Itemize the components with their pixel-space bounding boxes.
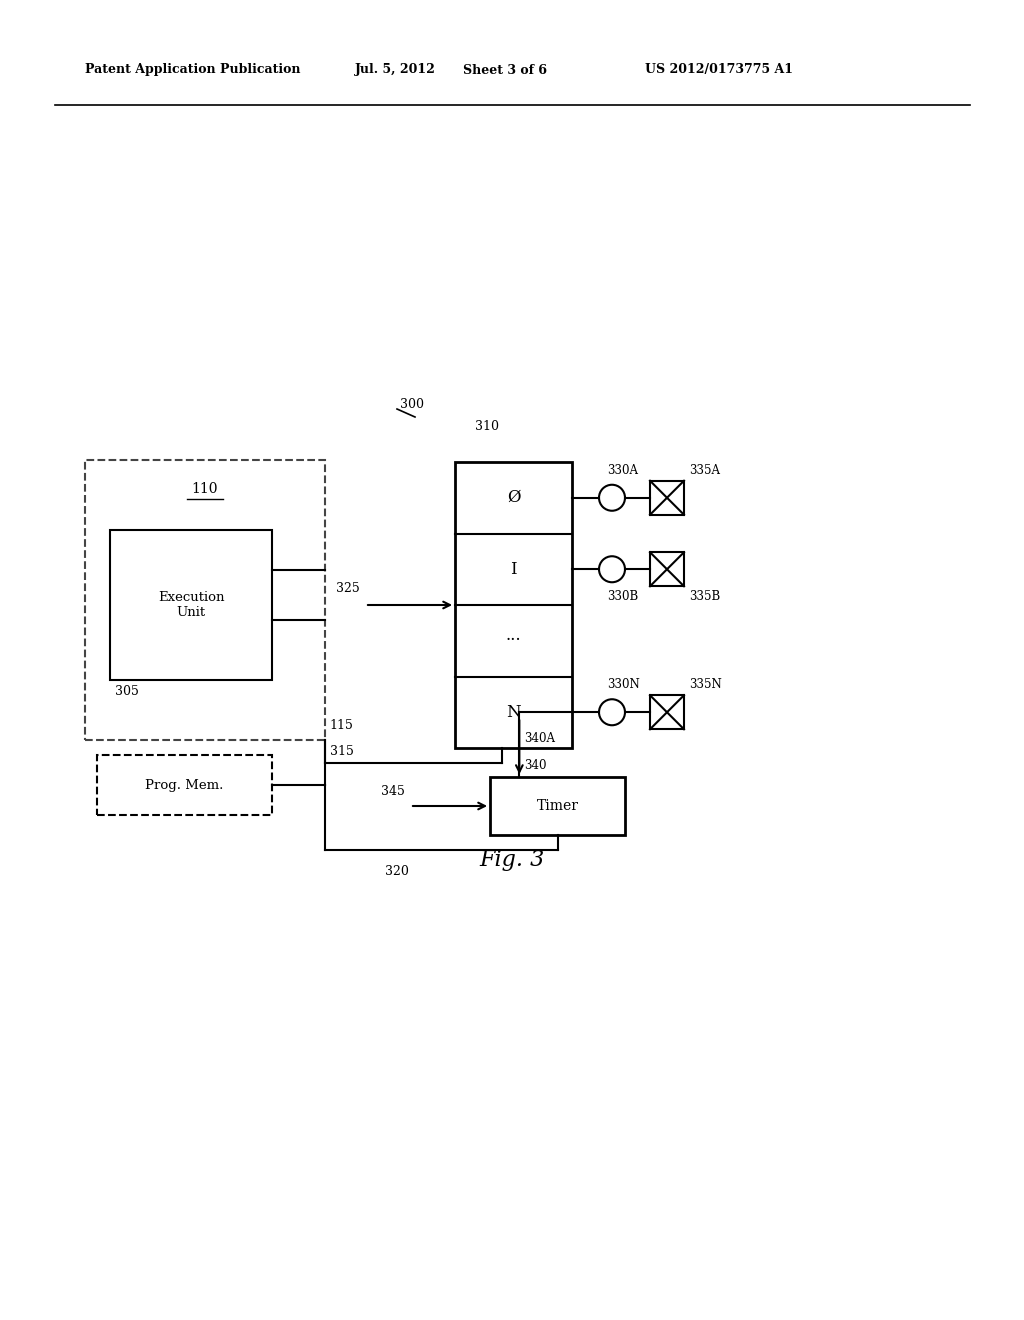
Text: 335B: 335B [689,590,720,603]
Text: 330N: 330N [607,678,640,692]
Bar [110,531,272,680]
Bar [650,696,684,729]
Text: Patent Application Publication: Patent Application Publication [85,63,300,77]
Bar [85,459,325,741]
Text: Fig. 3: Fig. 3 [479,849,545,871]
Bar [97,755,272,814]
Bar [650,552,684,586]
Text: ···: ··· [506,632,521,649]
Text: 330B: 330B [607,590,638,603]
Text: 315: 315 [330,744,354,758]
Text: 325: 325 [336,582,360,595]
Bar [490,777,625,836]
Text: Execution
Unit: Execution Unit [158,591,224,619]
Text: 115: 115 [329,719,353,733]
Text: 345: 345 [381,785,406,799]
Text: Jul. 5, 2012: Jul. 5, 2012 [355,63,436,77]
Text: 110: 110 [191,482,218,496]
Text: N: N [506,704,521,721]
Text: 335N: 335N [689,678,722,692]
Text: Sheet 3 of 6: Sheet 3 of 6 [463,63,547,77]
Bar [455,462,572,748]
Bar [650,480,684,515]
Text: 300: 300 [400,397,424,411]
Text: 305: 305 [115,685,139,698]
Text: 310: 310 [475,421,499,433]
Text: US 2012/0173775 A1: US 2012/0173775 A1 [645,63,793,77]
Text: 335A: 335A [689,463,720,477]
Text: 340: 340 [524,759,547,772]
Text: 340A: 340A [524,733,555,746]
Text: Prog. Mem.: Prog. Mem. [145,779,223,792]
Text: 330A: 330A [607,463,638,477]
Text: 320: 320 [385,865,409,878]
Text: Ø: Ø [507,490,520,507]
Text: I: I [510,561,517,578]
Text: Timer: Timer [537,799,579,813]
